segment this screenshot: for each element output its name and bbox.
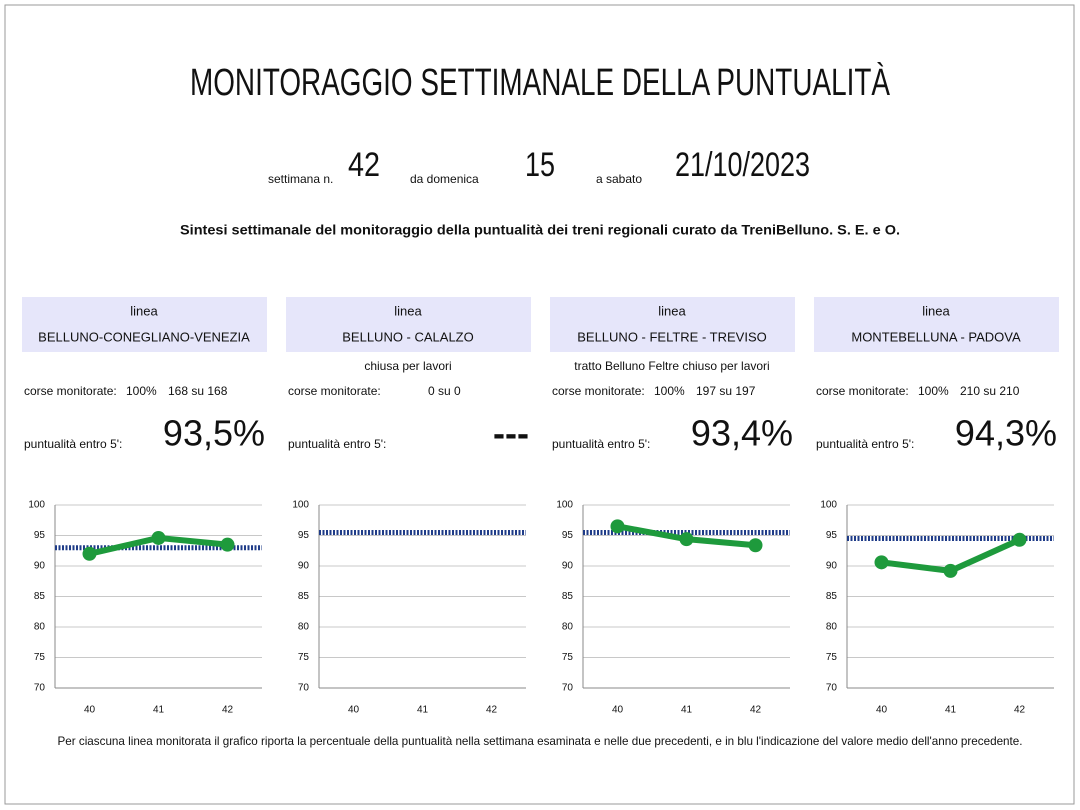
punctuality: --- xyxy=(493,413,529,454)
series-point xyxy=(151,530,166,545)
y-tick-label: 100 xyxy=(292,500,309,511)
to-label: a sabato xyxy=(596,172,642,186)
punctuality: 93,5% xyxy=(163,413,265,454)
x-tick-label: 41 xyxy=(153,705,165,716)
monitored-count: 197 su 197 xyxy=(696,384,756,398)
x-tick-label: 40 xyxy=(84,705,96,716)
y-tick-label: 70 xyxy=(34,683,46,694)
y-tick-label: 80 xyxy=(298,622,310,633)
y-tick-label: 90 xyxy=(562,561,574,572)
monitored-count: 168 su 168 xyxy=(168,384,228,398)
x-tick-label: 40 xyxy=(876,705,888,716)
line-header-box xyxy=(22,297,267,352)
line-name: BELLUNO - CALALZO xyxy=(342,329,474,344)
from-day: 15 xyxy=(525,146,555,184)
to-date: 21/10/2023 xyxy=(675,146,810,184)
y-tick-label: 100 xyxy=(820,500,837,511)
monitored-label: corse monitorate: xyxy=(288,384,381,398)
punctuality-label: puntualità entro 5': xyxy=(24,437,122,451)
y-tick-label: 70 xyxy=(826,683,838,694)
x-tick-label: 41 xyxy=(417,705,429,716)
x-tick-label: 40 xyxy=(348,705,360,716)
y-tick-label: 85 xyxy=(562,591,574,602)
punctuality: 94,3% xyxy=(955,413,1057,454)
week-label: settimana n. xyxy=(268,172,333,186)
y-tick-label: 95 xyxy=(34,530,46,541)
series-point xyxy=(82,546,97,561)
subtitle: Sintesi settimanale del monitoraggio del… xyxy=(180,222,900,238)
monitored-pct: 100% xyxy=(918,384,949,398)
y-tick-label: 85 xyxy=(34,591,46,602)
line-header-box xyxy=(550,297,795,352)
line-name: BELLUNO - FELTRE - TREVISO xyxy=(577,329,767,344)
line-header: linea xyxy=(130,303,158,318)
line-header: linea xyxy=(922,303,950,318)
y-tick-label: 70 xyxy=(298,683,310,694)
monitored-count: 0 su 0 xyxy=(428,384,461,398)
line-header-box xyxy=(286,297,531,352)
footer: Per ciascuna linea monitorata il grafico… xyxy=(58,734,1023,748)
punctuality: 93,4% xyxy=(691,413,793,454)
y-tick-label: 90 xyxy=(826,561,838,572)
x-tick-label: 41 xyxy=(681,705,693,716)
punctuality-label: puntualità entro 5': xyxy=(288,437,386,451)
monitored-label: corse monitorate: xyxy=(816,384,909,398)
line-header-box xyxy=(814,297,1059,352)
line-name: MONTEBELLUNA - PADOVA xyxy=(851,329,1021,344)
y-tick-label: 95 xyxy=(298,530,310,541)
line-header: linea xyxy=(394,303,422,318)
y-tick-label: 85 xyxy=(826,591,838,602)
x-tick-label: 41 xyxy=(945,705,957,716)
series-point xyxy=(943,563,958,578)
series-point xyxy=(1012,532,1027,547)
line-note: chiusa per lavori xyxy=(364,359,451,373)
line-name: BELLUNO-CONEGLIANO-VENEZIA xyxy=(38,329,250,344)
y-tick-label: 75 xyxy=(562,652,574,663)
y-tick-label: 75 xyxy=(298,652,310,663)
y-tick-label: 70 xyxy=(562,683,574,694)
monitored-label: corse monitorate: xyxy=(552,384,645,398)
line-header: linea xyxy=(658,303,686,318)
y-tick-label: 90 xyxy=(34,561,46,572)
x-tick-label: 40 xyxy=(612,705,624,716)
series-point xyxy=(610,519,625,534)
y-tick-label: 95 xyxy=(562,530,574,541)
title: MONITORAGGIO SETTIMANALE DELLA PUNTUALIT… xyxy=(190,61,890,104)
x-tick-label: 42 xyxy=(222,705,234,716)
series-point xyxy=(220,537,235,552)
y-tick-label: 100 xyxy=(28,500,45,511)
week: 42 xyxy=(348,146,380,184)
line-note: tratto Belluno Feltre chiuso per lavori xyxy=(574,359,769,373)
y-tick-label: 80 xyxy=(826,622,838,633)
y-tick-label: 90 xyxy=(298,561,310,572)
series-point xyxy=(679,532,694,547)
y-tick-label: 80 xyxy=(562,622,574,633)
series-point xyxy=(748,538,763,553)
y-tick-label: 80 xyxy=(34,622,46,633)
punctuality-label: puntualità entro 5': xyxy=(816,437,914,451)
y-tick-label: 85 xyxy=(298,591,310,602)
y-tick-label: 75 xyxy=(34,652,46,663)
monitored-label: corse monitorate: xyxy=(24,384,117,398)
series-point xyxy=(874,555,889,570)
monitored-pct: 100% xyxy=(126,384,157,398)
from-label: da domenica xyxy=(410,172,479,186)
monitored-count: 210 su 210 xyxy=(960,384,1020,398)
y-tick-label: 100 xyxy=(556,500,573,511)
page-border xyxy=(4,4,1075,805)
x-tick-label: 42 xyxy=(486,705,498,716)
monitored-pct: 100% xyxy=(654,384,685,398)
y-tick-label: 75 xyxy=(826,652,838,663)
x-tick-label: 42 xyxy=(750,705,762,716)
punctuality-label: puntualità entro 5': xyxy=(552,437,650,451)
x-tick-label: 42 xyxy=(1014,705,1026,716)
y-tick-label: 95 xyxy=(826,530,838,541)
